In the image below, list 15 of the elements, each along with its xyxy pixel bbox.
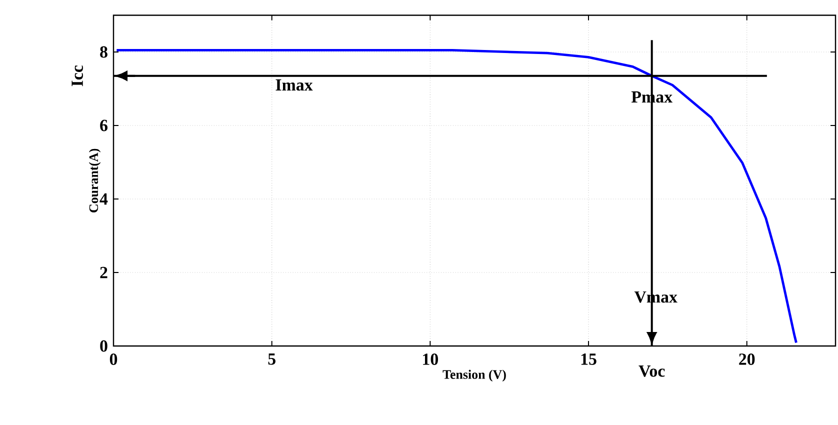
text: Voc bbox=[638, 366, 665, 377]
x-axis-title: Tension (V) bbox=[442, 370, 506, 382]
x-tick-label: 5 bbox=[268, 354, 276, 365]
x-tick-label: 0 bbox=[110, 354, 118, 365]
x-tick-label: 10 bbox=[423, 354, 438, 365]
y-tick-label: 0 bbox=[100, 340, 108, 352]
x-tick-label: 15 bbox=[581, 354, 596, 365]
y-tick-label: 4 bbox=[100, 193, 108, 205]
text: Icc bbox=[72, 66, 83, 86]
ref-line-label: Imax bbox=[276, 79, 313, 91]
x-tick-label: 20 bbox=[739, 354, 755, 365]
y-tick-label: 8 bbox=[100, 46, 108, 58]
y-tick-label: 2 bbox=[100, 266, 108, 278]
y-tick-label: 6 bbox=[100, 120, 108, 132]
y-axis-title: Courant(A) bbox=[88, 148, 101, 212]
